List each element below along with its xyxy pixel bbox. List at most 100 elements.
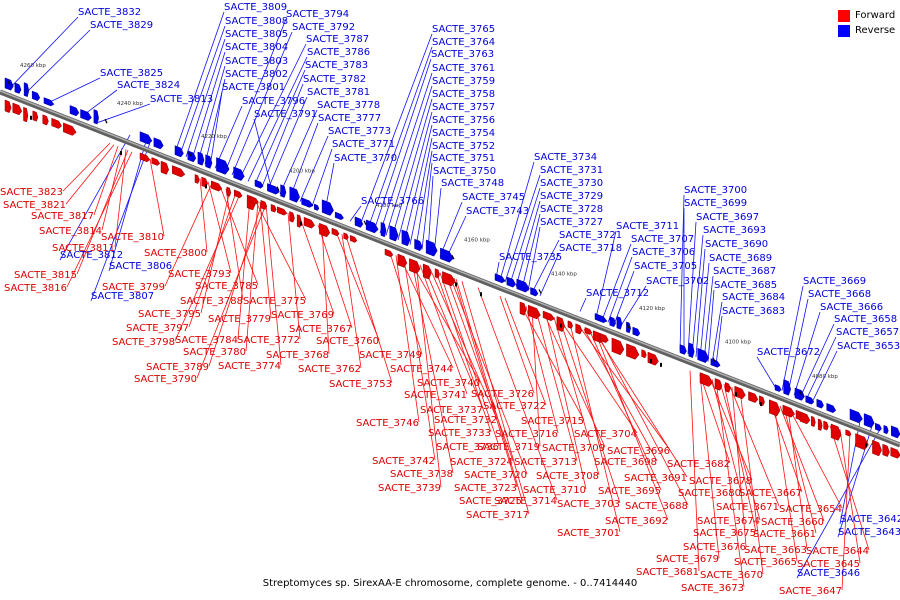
forward-gene-arrow	[714, 378, 723, 391]
leader-line	[359, 33, 433, 226]
leader-line	[254, 69, 306, 185]
gene-tick	[205, 184, 207, 189]
reverse-gene-arrow	[43, 97, 55, 107]
forward-gene-arrow	[519, 301, 527, 316]
gene-label: SACTE_3723	[454, 483, 517, 494]
leader-line	[196, 204, 267, 379]
gene-label: SACTE_3744	[390, 364, 453, 375]
forward-gene-arrow	[63, 122, 77, 136]
leader-line	[62, 142, 111, 192]
gene-label: SACTE_3657	[836, 327, 899, 338]
ruler-label: 4120 kbp	[639, 306, 665, 312]
gene-label: SACTE_3823	[0, 187, 63, 198]
leader-line	[607, 256, 633, 323]
leader-line	[515, 200, 541, 287]
gene-label: SACTE_3669	[803, 276, 866, 287]
leader-line	[579, 327, 671, 451]
forward-gene-arrow	[647, 351, 659, 366]
gene-label: SACTE_3643	[838, 527, 900, 538]
leader-line	[769, 401, 803, 493]
gene-label: SACTE_3793	[168, 269, 231, 280]
forward-gene-arrow	[442, 271, 456, 287]
leader-line	[349, 205, 362, 222]
ruler-label: 4100 kbp	[725, 340, 751, 346]
gene-label: SACTE_3681	[636, 567, 699, 578]
leader-line	[231, 31, 293, 176]
leader-line	[429, 268, 498, 420]
gene-label: SACTE_3767	[289, 324, 352, 335]
gene-label: SACTE_3706	[632, 247, 695, 258]
gene-label: SACTE_3711	[616, 221, 679, 232]
forward-gene-arrow	[277, 206, 288, 216]
gene-label: SACTE_3688	[625, 501, 688, 512]
leader-line	[595, 333, 688, 478]
gene-label: SACTE_3810	[101, 232, 164, 243]
leader-line	[695, 248, 706, 358]
forward-gene-arrow	[855, 433, 869, 451]
forward-gene-arrow	[12, 102, 23, 116]
leader-line	[787, 409, 808, 550]
forward-swatch	[838, 9, 850, 22]
leader-line	[711, 301, 723, 364]
gene-label: SACTE_3749	[359, 350, 422, 361]
gene-label: SACTE_3700	[684, 185, 747, 196]
gene-label: SACTE_3791	[254, 109, 317, 120]
leader-line	[709, 378, 753, 481]
gene-label: SACTE_3815	[14, 270, 77, 281]
leader-line	[97, 103, 151, 123]
gene-label: SACTE_3803	[225, 56, 288, 67]
gene-label: SACTE_3722	[483, 401, 546, 412]
gene-label: SACTE_3691	[624, 473, 687, 484]
reverse-gene-arrow	[883, 424, 889, 435]
gene-label: SACTE_3765	[432, 24, 495, 35]
gene-label: SACTE_3746	[356, 418, 419, 429]
reverse-gene-arrow	[826, 402, 837, 414]
gene-label: SACTE_3739	[378, 483, 441, 494]
forward-gene-arrow	[845, 429, 852, 437]
leader-line	[499, 161, 535, 281]
gene-label: SACTE_3735	[499, 252, 562, 263]
gene-label: SACTE_3729	[540, 191, 603, 202]
reverse-gene-arrow	[31, 90, 41, 102]
ruler-label: 4260 kbp	[20, 63, 46, 69]
gene-label: SACTE_3733	[428, 428, 491, 439]
reverse-gene-arrow	[365, 219, 379, 234]
leader-line	[453, 277, 518, 488]
gene-label: SACTE_3753	[329, 379, 392, 390]
leader-line	[435, 270, 492, 433]
leader-line	[199, 178, 208, 253]
leader-line	[731, 387, 747, 547]
leader-line	[839, 429, 861, 564]
gene-label: SACTE_3812	[60, 250, 123, 261]
axis-highlight	[0, 90, 900, 445]
leader-line	[397, 111, 433, 241]
gene-label: SACTE_3796	[242, 96, 305, 107]
forward-gene-arrow	[626, 343, 640, 360]
leader-line	[247, 56, 308, 182]
leader-line	[799, 323, 835, 398]
reverse-gene-arrow	[688, 342, 695, 358]
gene-label: SACTE_3705	[634, 261, 697, 272]
leader-line	[421, 162, 433, 250]
leader-line	[449, 276, 528, 475]
leader-line	[773, 403, 798, 562]
forward-gene-arrow	[260, 199, 268, 210]
gene-label: SACTE_3782	[303, 74, 366, 85]
forward-gene-arrow	[725, 382, 731, 393]
reverse-gene-arrow	[197, 151, 205, 166]
gene-label: SACTE_3645	[797, 559, 860, 570]
gene-label: SACTE_3748	[441, 178, 504, 189]
leader-line	[114, 149, 127, 248]
leader-line	[531, 308, 541, 447]
leader-line	[209, 91, 223, 167]
leader-line	[385, 85, 433, 236]
gene-label: SACTE_3685	[714, 280, 777, 291]
gene-label: SACTE_3680	[678, 488, 741, 499]
gene-label: SACTE_3692	[605, 516, 668, 527]
leader-line	[445, 274, 514, 462]
gene-label: SACTE_3779	[208, 314, 271, 325]
reverse-gene-arrow	[506, 276, 516, 288]
reverse-gene-arrow	[334, 211, 344, 221]
leader-line	[9, 16, 79, 89]
gene-label: SACTE_3814	[39, 226, 102, 237]
